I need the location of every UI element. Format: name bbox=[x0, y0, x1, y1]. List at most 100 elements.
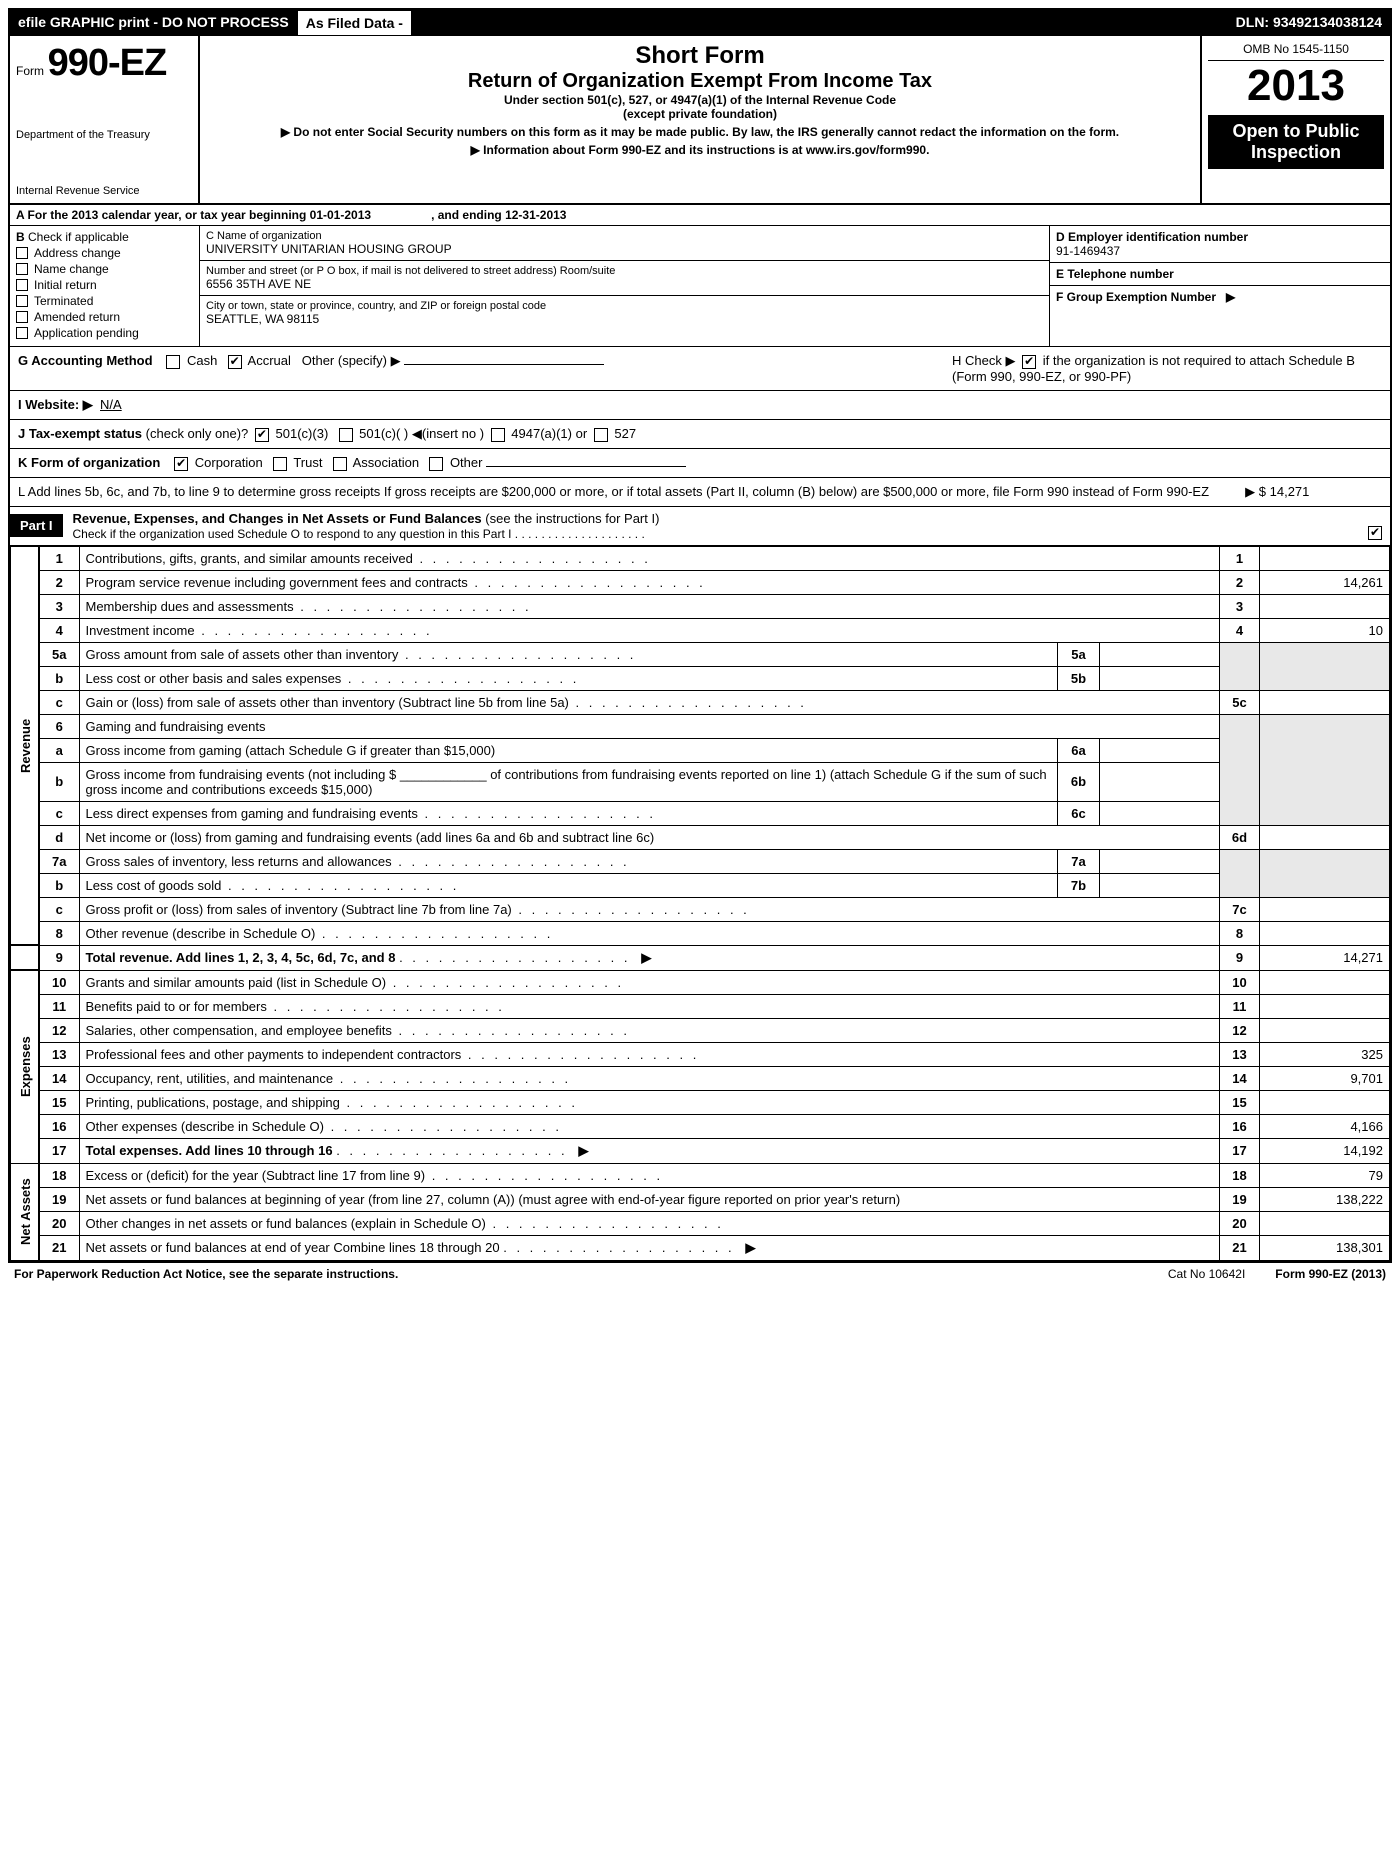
line-rval: 9,701 bbox=[1260, 1066, 1390, 1090]
line-5c: c Gain or (loss) from sale of assets oth… bbox=[11, 690, 1390, 714]
chk-application-pending[interactable]: Application pending bbox=[16, 326, 193, 340]
l-gross-receipts: L Add lines 5b, 6c, and 7b, to line 9 to… bbox=[10, 478, 1390, 507]
open-line2: Inspection bbox=[1212, 142, 1380, 163]
form-990ez: efile GRAPHIC print - DO NOT PROCESS As … bbox=[8, 8, 1392, 1263]
line-desc: Net assets or fund balances at beginning… bbox=[79, 1187, 1220, 1211]
chk-terminated[interactable]: Terminated bbox=[16, 294, 193, 308]
line-num: 19 bbox=[39, 1187, 79, 1211]
form-prefix: Form bbox=[16, 64, 44, 78]
row-a-end: , and ending 12-31-2013 bbox=[431, 208, 566, 222]
chk-other-org[interactable] bbox=[429, 457, 443, 471]
line-rnum: 18 bbox=[1220, 1163, 1260, 1187]
line-rval bbox=[1260, 690, 1390, 714]
line-rnum: 4 bbox=[1220, 618, 1260, 642]
line-6: 6 Gaming and fundraising events bbox=[11, 714, 1390, 738]
line-num: b bbox=[39, 762, 79, 801]
chk-527[interactable] bbox=[594, 428, 608, 442]
line-desc: Benefits paid to or for members bbox=[79, 994, 1220, 1018]
chk-initial-return[interactable]: Initial return bbox=[16, 278, 193, 292]
line-rval bbox=[1260, 1018, 1390, 1042]
line-5b: b Less cost or other basis and sales exp… bbox=[11, 666, 1390, 690]
line-inum: 6a bbox=[1058, 738, 1100, 762]
chk-schedule-b[interactable] bbox=[1022, 355, 1036, 369]
f-arrow: ▶ bbox=[1226, 290, 1235, 304]
dept-irs: Internal Revenue Service bbox=[16, 185, 192, 197]
chk-corporation[interactable] bbox=[174, 457, 188, 471]
part-1-tag: Part I bbox=[10, 514, 63, 537]
header-center: Short Form Return of Organization Exempt… bbox=[200, 36, 1200, 203]
row-a-tax-year: A For the 2013 calendar year, or tax yea… bbox=[10, 205, 1390, 226]
line-num: 16 bbox=[39, 1114, 79, 1138]
line-7a: 7a Gross sales of inventory, less return… bbox=[11, 849, 1390, 873]
subtitle-2: (except private foundation) bbox=[210, 107, 1190, 121]
line-rnum: 19 bbox=[1220, 1187, 1260, 1211]
shaded-cell bbox=[1220, 714, 1260, 825]
line-11: 11 Benefits paid to or for members 11 bbox=[11, 994, 1390, 1018]
line-num: 5a bbox=[39, 642, 79, 666]
form-header: Form 990-EZ Department of the Treasury I… bbox=[10, 36, 1390, 205]
line-desc: Gross amount from sale of assets other t… bbox=[79, 642, 1058, 666]
chk-accrual[interactable] bbox=[228, 355, 242, 369]
line-17: 17 Total expenses. Add lines 10 through … bbox=[11, 1138, 1390, 1163]
b-check-label: Check if applicable bbox=[28, 230, 129, 244]
line-rnum: 12 bbox=[1220, 1018, 1260, 1042]
chk-label: Address change bbox=[34, 246, 121, 260]
chk-association[interactable] bbox=[333, 457, 347, 471]
line-rnum: 16 bbox=[1220, 1114, 1260, 1138]
line-ival bbox=[1100, 801, 1220, 825]
chk-4947[interactable] bbox=[491, 428, 505, 442]
open-inspection: Open to Public Inspection bbox=[1208, 115, 1384, 169]
dots bbox=[399, 950, 630, 965]
chk-trust[interactable] bbox=[273, 457, 287, 471]
line-num: 17 bbox=[39, 1138, 79, 1163]
line-num: 4 bbox=[39, 618, 79, 642]
line-2: 2 Program service revenue including gove… bbox=[11, 570, 1390, 594]
chk-501c[interactable] bbox=[339, 428, 353, 442]
line-rnum: 9 bbox=[1220, 945, 1260, 970]
dept-treasury: Department of the Treasury bbox=[16, 129, 192, 141]
line-rval: 14,192 bbox=[1260, 1138, 1390, 1163]
line-rval bbox=[1260, 1090, 1390, 1114]
l-amount: ▶ $ 14,271 bbox=[1245, 484, 1309, 499]
chk-cash[interactable] bbox=[166, 355, 180, 369]
subtitle-1: Under section 501(c), 527, or 4947(a)(1)… bbox=[210, 93, 1190, 107]
line-rval bbox=[1260, 921, 1390, 945]
topbar-spacer bbox=[412, 10, 1228, 36]
line-rval bbox=[1260, 546, 1390, 570]
chk-name-change[interactable]: Name change bbox=[16, 262, 193, 276]
chk-label: Name change bbox=[34, 262, 109, 276]
k-opt-assoc: Association bbox=[353, 455, 419, 470]
line-ival bbox=[1100, 738, 1220, 762]
line-desc: Other expenses (describe in Schedule O) bbox=[79, 1114, 1220, 1138]
e-label: E Telephone number bbox=[1056, 267, 1384, 281]
line-19: 19 Net assets or fund balances at beginn… bbox=[11, 1187, 1390, 1211]
j-insert: ◀(insert no ) bbox=[412, 426, 484, 441]
line-desc: Professional fees and other payments to … bbox=[79, 1042, 1220, 1066]
line-8: 8 Other revenue (describe in Schedule O)… bbox=[11, 921, 1390, 945]
g-accrual: Accrual bbox=[248, 353, 291, 368]
line-inum: 6b bbox=[1058, 762, 1100, 801]
col-def: D Employer identification number 91-1469… bbox=[1050, 226, 1390, 346]
d-value: 91-1469437 bbox=[1056, 244, 1384, 258]
checkbox-icon bbox=[16, 279, 28, 291]
g-accounting: G Accounting Method Cash Accrual Other (… bbox=[18, 353, 952, 384]
line-rnum: 8 bbox=[1220, 921, 1260, 945]
chk-address-change[interactable]: Address change bbox=[16, 246, 193, 260]
line-rval: 79 bbox=[1260, 1163, 1390, 1187]
line-6b: b Gross income from fundraising events (… bbox=[11, 762, 1390, 801]
chk-501c3[interactable] bbox=[255, 428, 269, 442]
line-5a: 5a Gross amount from sale of assets othe… bbox=[11, 642, 1390, 666]
chk-amended-return[interactable]: Amended return bbox=[16, 310, 193, 324]
line-desc: Other revenue (describe in Schedule O) bbox=[79, 921, 1220, 945]
c-name: C Name of organization UNIVERSITY UNITAR… bbox=[200, 226, 1049, 261]
line-inum: 7b bbox=[1058, 873, 1100, 897]
chk-schedule-o[interactable] bbox=[1368, 526, 1382, 540]
j-opt1: 501(c)(3) bbox=[276, 426, 329, 441]
chk-label: Amended return bbox=[34, 310, 120, 324]
line-ival bbox=[1100, 873, 1220, 897]
page-footer: For Paperwork Reduction Act Notice, see … bbox=[8, 1263, 1392, 1285]
line-desc: Program service revenue including govern… bbox=[79, 570, 1220, 594]
line-num: b bbox=[39, 873, 79, 897]
line-6d: d Net income or (loss) from gaming and f… bbox=[11, 825, 1390, 849]
top-bar: efile GRAPHIC print - DO NOT PROCESS As … bbox=[10, 10, 1390, 36]
